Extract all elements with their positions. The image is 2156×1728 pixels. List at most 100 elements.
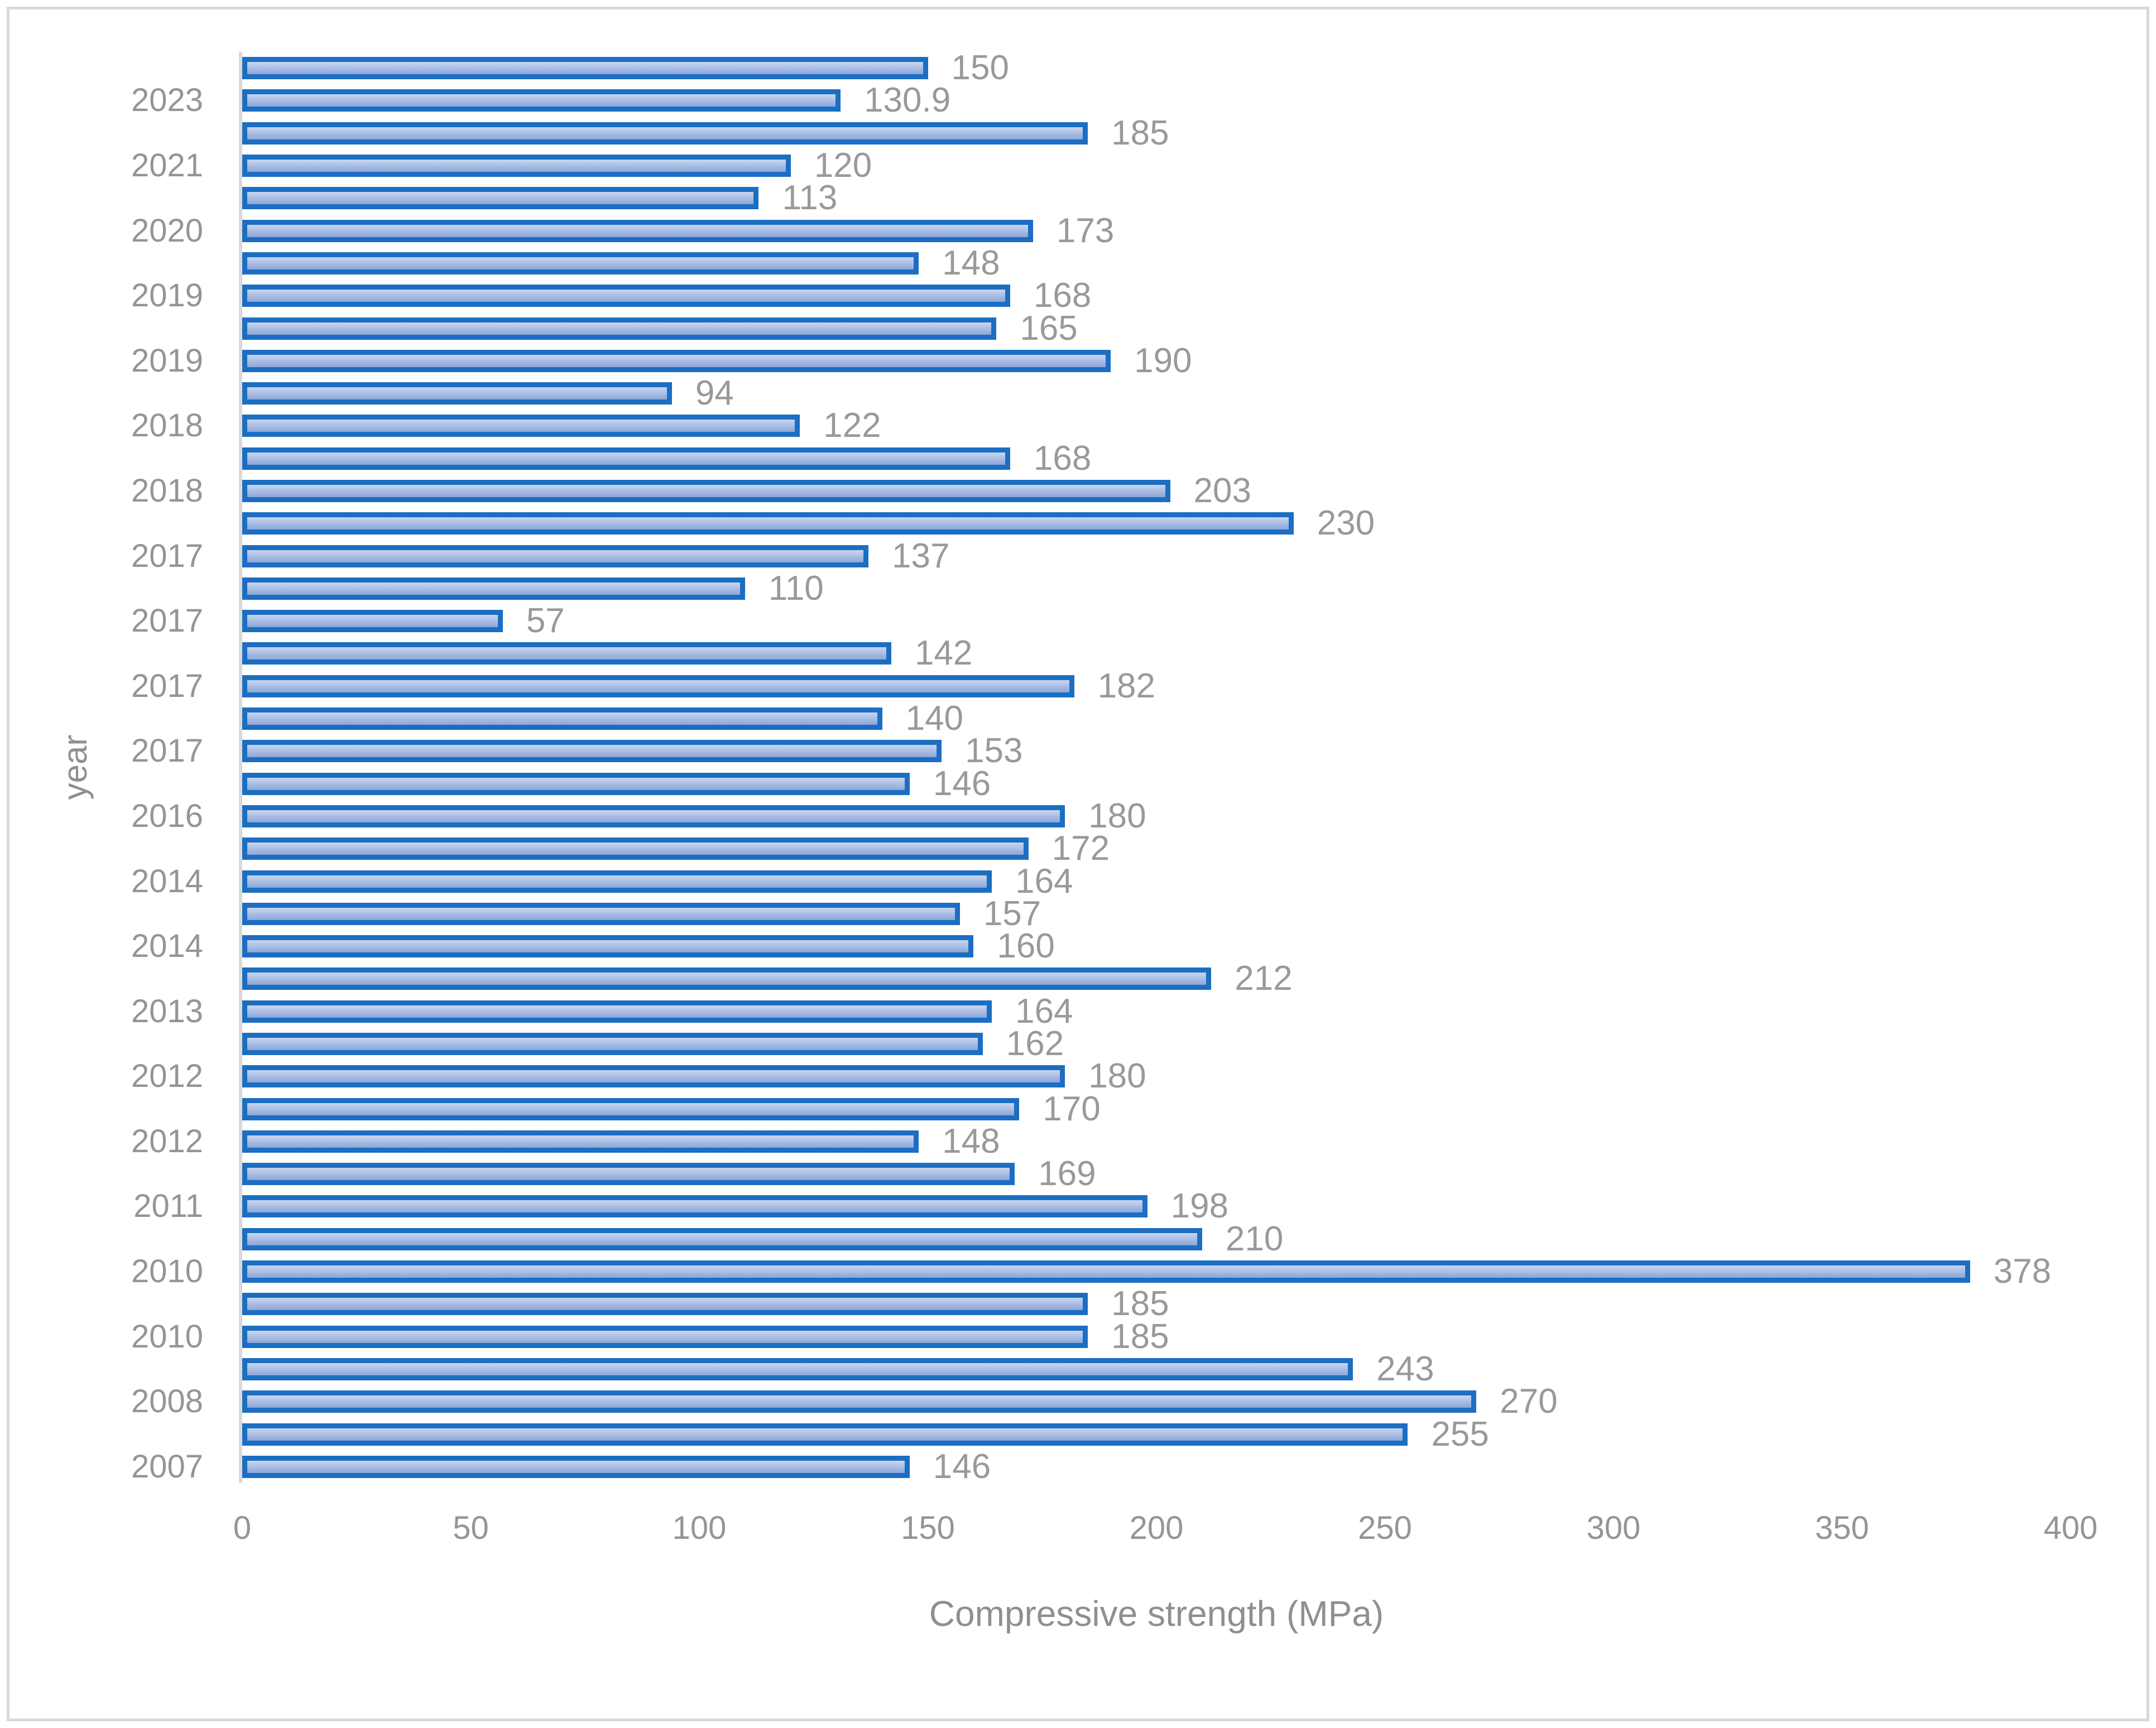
bar-row: 122 <box>242 406 2071 445</box>
bar <box>242 415 800 437</box>
y-axis-category-label: 2012 <box>131 1058 203 1095</box>
bar <box>242 512 1294 535</box>
bar-value-label: 243 <box>1376 1349 1434 1388</box>
x-axis-title: Compressive strength (MPa) <box>929 1594 1384 1634</box>
y-axis-category-label: 2017 <box>131 733 203 769</box>
bar-value-label: 130.9 <box>864 81 951 120</box>
bar <box>242 740 942 763</box>
bar-value-label: 122 <box>823 406 881 445</box>
bar-row: 170 <box>242 1091 2071 1126</box>
bar-value-label: 110 <box>768 569 824 608</box>
plot-area: 150 130.9 185 120 113 173 148 168 165 190 94 122 168… <box>239 49 2071 1486</box>
bar-row: 173 <box>242 211 2071 250</box>
bar-value-label: 185 <box>1111 1284 1169 1323</box>
y-axis-category-label: 2017 <box>131 537 203 574</box>
bar-value-label: 160 <box>997 927 1055 966</box>
bar-value-label: 164 <box>1015 861 1073 901</box>
bar <box>242 805 1065 827</box>
bar <box>242 1000 992 1023</box>
bar-value-label: 173 <box>1056 211 1115 250</box>
bar <box>242 1098 1020 1120</box>
bar-value-label: 210 <box>1225 1219 1284 1258</box>
bar-row: 146 <box>242 1447 2071 1486</box>
bar-row: 243 <box>242 1349 2071 1388</box>
bar <box>242 870 992 893</box>
bar <box>242 285 1010 307</box>
y-axis-category-label: 2010 <box>131 1253 203 1290</box>
x-tick-label: 400 <box>2043 1510 2098 1546</box>
bar-row: 113 <box>242 181 2071 215</box>
bar <box>242 935 974 958</box>
bar <box>242 219 1033 242</box>
bar <box>242 1423 1408 1446</box>
bar <box>242 1195 1147 1218</box>
bar <box>242 479 1170 502</box>
bar <box>242 187 759 210</box>
x-tick-label: 350 <box>1815 1510 1869 1546</box>
y-axis-category-label: 2012 <box>131 1123 203 1159</box>
bar-value-label: 168 <box>1033 439 1092 478</box>
y-axis-category-label: 2016 <box>131 797 203 834</box>
bar <box>242 772 910 795</box>
bar-row: 148 <box>242 243 2071 282</box>
y-axis-category-label: 2019 <box>131 277 203 314</box>
bar-row: 153 <box>242 731 2071 771</box>
y-axis-category-label: 2014 <box>131 928 203 965</box>
bar-row: 142 <box>242 636 2071 671</box>
bar-row: 130.9 <box>242 81 2071 120</box>
bar <box>242 1065 1065 1088</box>
x-tick-label: 150 <box>901 1510 955 1546</box>
bar-value-label: 190 <box>1134 341 1192 380</box>
bar-row: 172 <box>242 829 2071 868</box>
y-axis-category-label: 2011 <box>133 1188 203 1225</box>
bar <box>242 1033 983 1055</box>
bar-row: 164 <box>242 994 2071 1028</box>
bar-value-label: 57 <box>526 601 565 641</box>
bar-value-label: 185 <box>1111 113 1169 152</box>
bar <box>242 1163 1015 1186</box>
bar-value-label: 185 <box>1111 1317 1169 1356</box>
bar-row: 57 <box>242 601 2071 641</box>
bar <box>242 610 503 633</box>
y-axis-category-label: 2019 <box>131 342 203 379</box>
bar-value-label: 148 <box>942 243 1000 282</box>
bar-value-label: 140 <box>905 699 964 738</box>
bar-row: 160 <box>242 927 2071 966</box>
bar-row: 162 <box>242 1024 2071 1063</box>
bar-value-label: 162 <box>1006 1024 1064 1063</box>
bar <box>242 349 1111 372</box>
bar-row: 190 <box>242 341 2071 380</box>
x-axis-ticks: 0 50 100 150 200 250 300 350 400 <box>233 1510 2098 1557</box>
bar-value-label: 153 <box>965 731 1023 771</box>
bar-row: 137 <box>242 538 2071 573</box>
y-axis-category-label: 2013 <box>131 993 203 1029</box>
bar-row: 203 <box>242 473 2071 508</box>
bar-row: 185 <box>242 1317 2071 1356</box>
bar-value-label: 148 <box>942 1121 1000 1161</box>
bar <box>242 675 1074 697</box>
x-tick-label: 100 <box>672 1510 727 1546</box>
bar-value-label: 146 <box>933 1447 991 1486</box>
bar-value-label: 146 <box>933 764 991 803</box>
bar <box>242 1293 1088 1316</box>
bar <box>242 1358 1353 1380</box>
bar-row: 180 <box>242 1059 2071 1094</box>
y-axis-category-label: 2010 <box>131 1318 203 1355</box>
bar <box>242 447 1010 470</box>
bar-row: 212 <box>242 961 2071 996</box>
bar-value-label: 172 <box>1051 829 1110 868</box>
y-axis-category-label: 2018 <box>131 407 203 444</box>
bar <box>242 317 997 340</box>
x-tick-label: 200 <box>1129 1510 1184 1546</box>
bar-row: 140 <box>242 699 2071 738</box>
bar-value-label: 168 <box>1033 276 1092 315</box>
bar <box>242 155 791 177</box>
bar <box>242 902 960 925</box>
y-axis-category-label: 2017 <box>131 603 203 639</box>
bar <box>242 1260 1970 1283</box>
x-tick-label: 50 <box>453 1510 489 1546</box>
bar-row: 270 <box>242 1384 2071 1419</box>
bar-value-label: 150 <box>951 49 1009 88</box>
bar-row: 230 <box>242 506 2071 541</box>
